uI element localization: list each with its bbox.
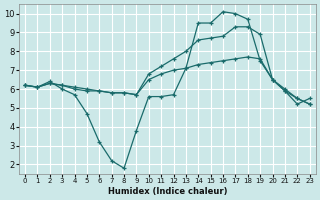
X-axis label: Humidex (Indice chaleur): Humidex (Indice chaleur) xyxy=(108,187,227,196)
